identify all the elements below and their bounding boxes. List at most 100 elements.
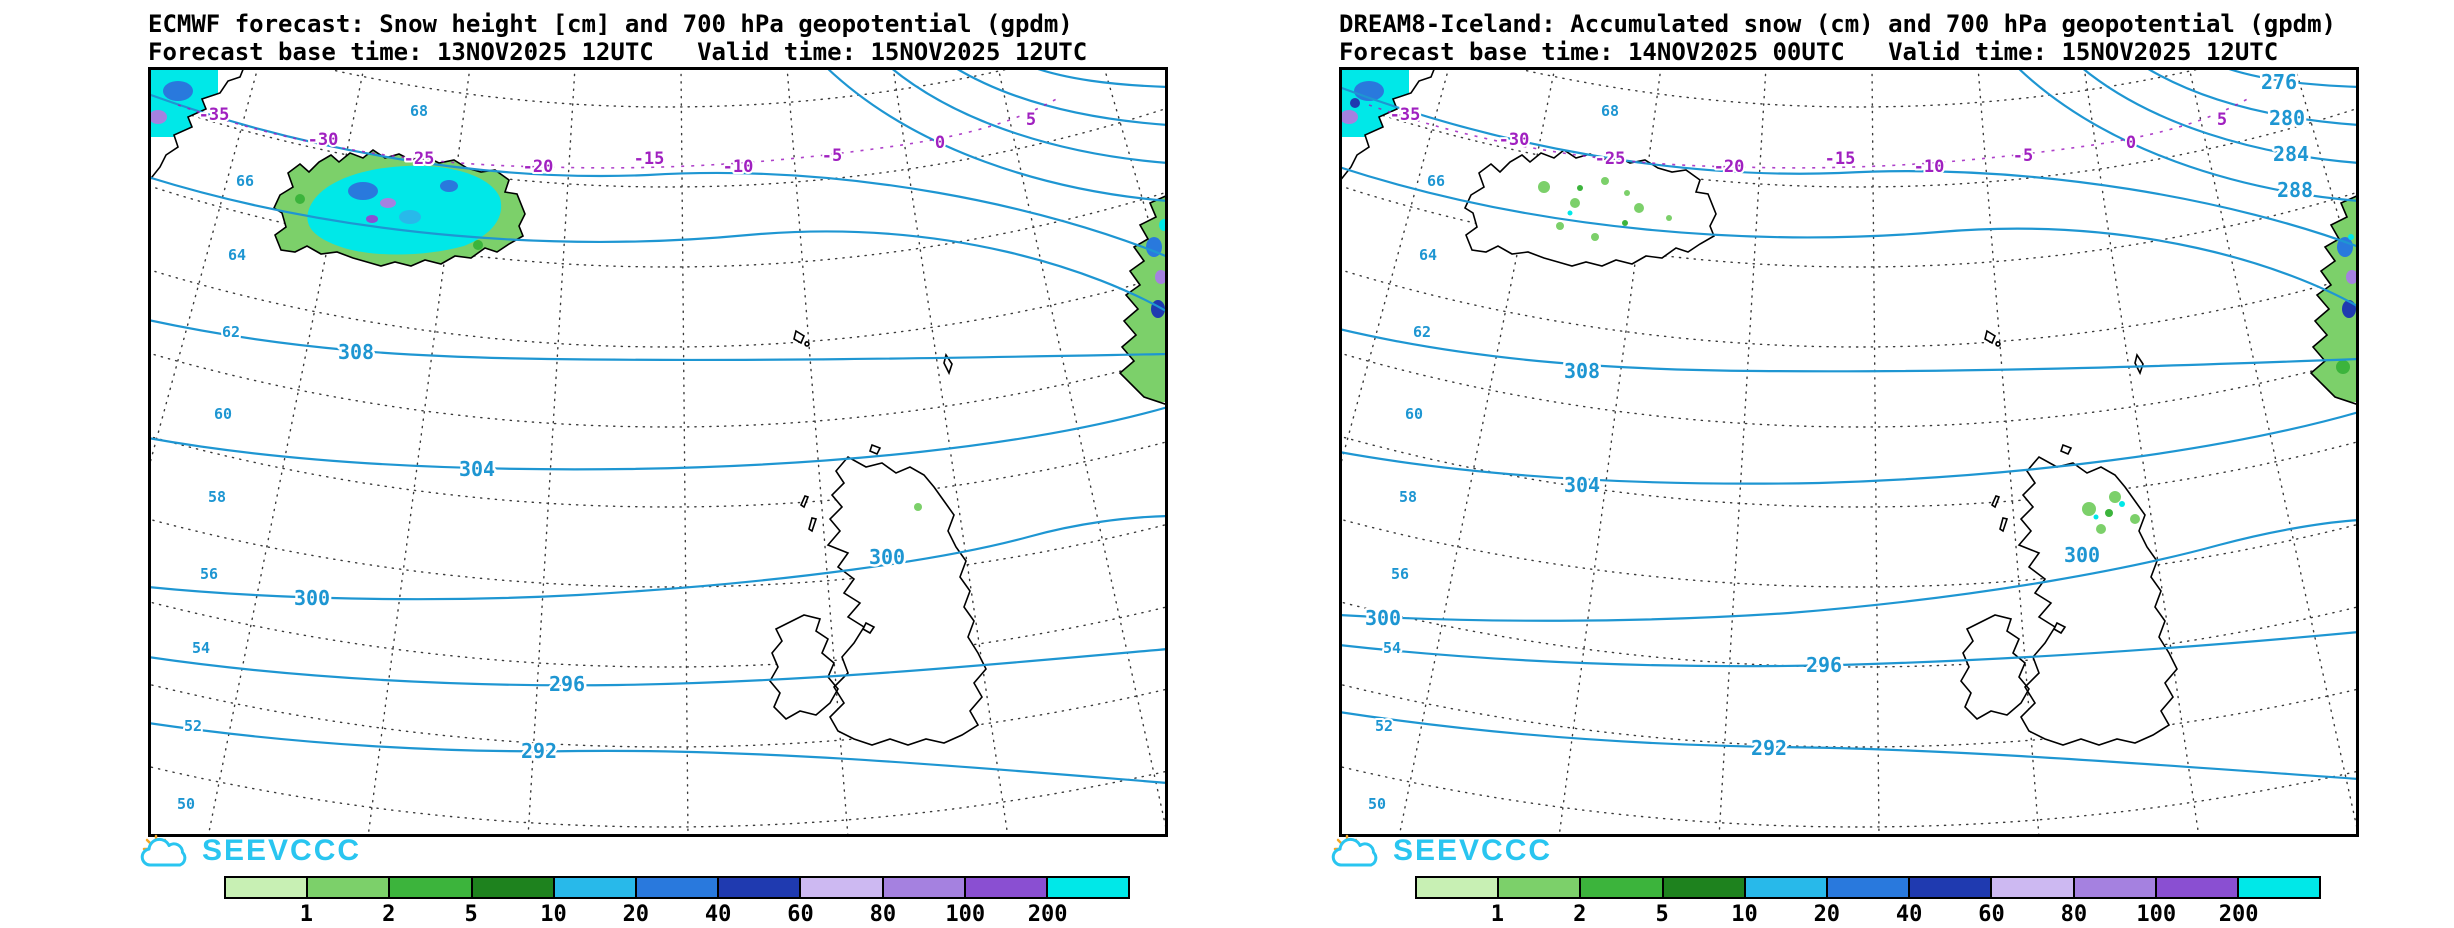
- colorbar-box: [1663, 878, 1746, 897]
- geo-label: 296: [549, 672, 585, 696]
- panel-ecmwf: ECMWF forecast: Snow height [cm] and 700…: [0, 0, 1227, 928]
- geo-label: 276: [2261, 70, 2297, 94]
- temp-label: 0: [935, 133, 945, 153]
- cloud-icon: [1331, 837, 1378, 867]
- panel-dream8: DREAM8-Iceland: Accumulated snow (cm) an…: [1227, 0, 2454, 928]
- lat-label: 52: [1375, 717, 1393, 735]
- lat-label: 62: [222, 323, 240, 341]
- temperature-labels: -35 -30 -25 -20 -15 -10 -5 0 5: [1388, 103, 2229, 179]
- seevccc-cloud-icon: [1331, 834, 1378, 867]
- temp-label: -10: [723, 157, 754, 177]
- temperature-labels: -35 -30 -25 -20 -15 -10 -5 0 5: [197, 103, 1038, 179]
- snow-colorbar: [224, 876, 1130, 899]
- geo-label: 288: [2277, 178, 2313, 202]
- colorbar-box: [226, 878, 309, 897]
- seevccc-logo: SEEVCCC: [1327, 832, 1552, 870]
- temp-label: -35: [199, 105, 230, 125]
- geo-label: 308: [338, 340, 374, 364]
- forecast-map: -35 -30 -25 -20 -15 -10 -5 0 5 68: [148, 67, 1168, 837]
- latitude-labels: 68 66 64 62 60 58 56 54 52 50: [1366, 100, 1621, 815]
- lat-label: 60: [1405, 405, 1423, 423]
- colorbar-box: [390, 878, 473, 897]
- lat-label: 68: [1601, 102, 1619, 120]
- colorbar-box: [1910, 878, 1993, 897]
- colorbar-tick-label: 10: [1731, 902, 1758, 927]
- colorbar-box: [1827, 878, 1911, 897]
- colorbar-tick-label: 1: [299, 902, 313, 927]
- lat-label: 58: [208, 488, 226, 506]
- colorbar-box: [636, 878, 720, 897]
- colorbar-tick-label: 60: [1978, 902, 2005, 927]
- lat-label: 62: [1413, 323, 1431, 341]
- colorbar-tick-label: 20: [1813, 902, 1841, 927]
- colorbar-tick-label: 100: [945, 902, 986, 927]
- snow-shading-iceland: [1538, 177, 1672, 241]
- geo-label: 300: [2064, 543, 2100, 567]
- colorbar-tick-label: 5: [464, 902, 478, 927]
- temp-label: -35: [1390, 105, 1421, 125]
- lat-label: 54: [1383, 639, 1401, 657]
- colorbar-tick-label: 5: [1655, 902, 1669, 927]
- colorbar-box: [2156, 878, 2239, 897]
- lat-label: 50: [177, 795, 195, 813]
- temp-label: -20: [523, 157, 554, 177]
- colorbar-tick-label: 80: [2060, 902, 2088, 927]
- lat-label: 66: [236, 172, 254, 190]
- temp-label: -5: [2013, 146, 2033, 166]
- panel-title: DREAM8-Iceland: Accumulated snow (cm) an…: [1339, 10, 2336, 38]
- colorbar-box: [801, 878, 884, 897]
- colorbar-tick-label: 200: [2218, 902, 2259, 927]
- colorbar-box: [1499, 878, 1582, 897]
- lat-label: 56: [200, 565, 218, 583]
- colorbar-box: [2074, 878, 2157, 897]
- geo-label: 300: [869, 545, 905, 569]
- lat-label: 52: [184, 717, 202, 735]
- temp-label: -15: [634, 149, 665, 169]
- logo-text: SEEVCCC: [1393, 834, 1553, 867]
- latitude-labels: 68 66 64 62 60 58 56 54 52 50: [175, 100, 430, 815]
- lat-label: 64: [228, 246, 246, 264]
- colorbar-tick-label: 10: [540, 902, 567, 927]
- panel-subtitle: Forecast base time: 14NOV2025 00UTC Vali…: [1339, 38, 2279, 66]
- temp-label: -15: [1825, 149, 1856, 169]
- geo-label: 280: [2269, 106, 2305, 130]
- colorbar-box: [308, 878, 391, 897]
- colorbar-tick-label: 2: [1573, 902, 1587, 927]
- snow-colorbar-labels: 1 2 5 10 20 40 60 80 100 200: [1415, 902, 2321, 928]
- snow-colorbar: [1415, 876, 2321, 899]
- geo-label: 304: [459, 457, 495, 481]
- colorbar-box: [719, 878, 802, 897]
- logo-text: SEEVCCC: [202, 834, 362, 867]
- lat-label: 50: [1368, 795, 1386, 813]
- colorbar-tick-label: 2: [382, 902, 396, 927]
- lat-label: 54: [192, 639, 210, 657]
- seevccc-cloud-icon: [140, 834, 187, 867]
- colorbar-box: [472, 878, 555, 897]
- panel-title: ECMWF forecast: Snow height [cm] and 700…: [148, 10, 1073, 38]
- colorbar-box: [1992, 878, 2075, 897]
- colorbar-box: [883, 878, 966, 897]
- colorbar-tick-label: 1: [1490, 902, 1504, 927]
- temp-label: 5: [1026, 110, 1036, 130]
- colorbar-tick-label: 200: [1027, 902, 1068, 927]
- snow-shading-iceland: [274, 150, 525, 266]
- geopotential-contours: [1339, 85, 2359, 781]
- colorbar-tick-label: 80: [869, 902, 897, 927]
- cloud-icon: [140, 837, 187, 867]
- colorbar-box: [554, 878, 637, 897]
- geo-label: 308: [1564, 359, 1600, 383]
- geopotential-contours: [148, 92, 1168, 785]
- colorbar-box: [1745, 878, 1828, 897]
- colorbar-tick-label: 40: [704, 902, 732, 927]
- temp-label: -30: [308, 130, 339, 150]
- geo-label: 300: [1365, 606, 1401, 630]
- lat-label: 68: [410, 102, 428, 120]
- snow-shading-scotland: [914, 503, 922, 511]
- colorbar-box: [2238, 878, 2320, 897]
- lat-label: 66: [1427, 172, 1445, 190]
- snow-colorbar-labels: 1 2 5 10 20 40 60 80 100 200: [224, 902, 1130, 928]
- temp-label: -25: [1595, 149, 1626, 169]
- panel-subtitle: Forecast base time: 13NOV2025 12UTC Vali…: [148, 38, 1088, 66]
- temp-label: 0: [2126, 133, 2136, 153]
- colorbar-box: [1581, 878, 1664, 897]
